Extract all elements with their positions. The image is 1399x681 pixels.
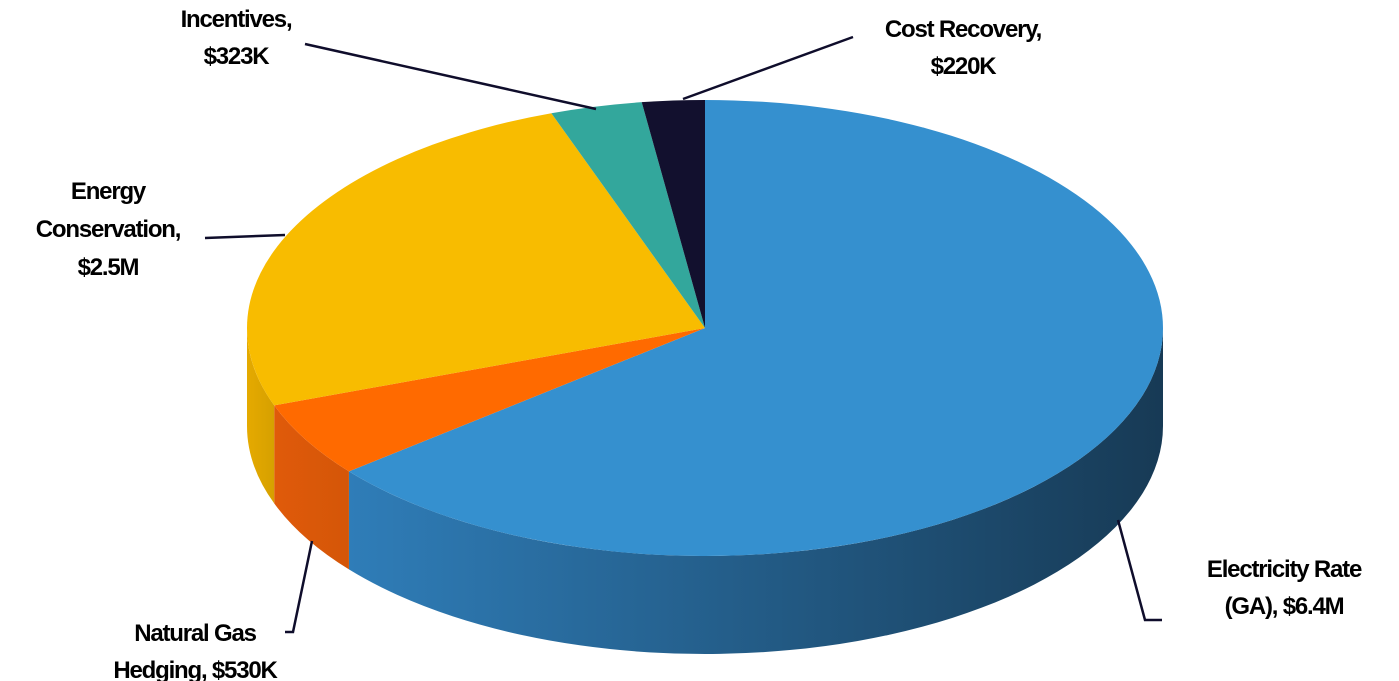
data-label-electricity-rate-ga: Electricity Rate (GA), $6.4M: [1207, 556, 1362, 620]
data-label-cost-recovery: Cost Recovery, $220K: [885, 16, 1042, 80]
data-label-energy-conservation: Energy Conservation, $2.5M: [36, 178, 181, 281]
leader-line-natural-gas-hedging: [285, 540, 314, 634]
data-label-line: Cost Recovery,: [885, 16, 1042, 43]
data-label-line: Natural Gas: [134, 620, 256, 647]
data-label-natural-gas-hedging: Natural Gas Hedging, $530K: [113, 620, 278, 681]
slice-side-energy-conservation: [247, 328, 275, 504]
data-label-line: $323K: [204, 43, 271, 70]
data-label-line: $220K: [931, 53, 998, 80]
leader-line-cost-recovery: [682, 35, 854, 101]
data-label-line: Energy: [71, 178, 147, 205]
data-label-line: Incentives,: [181, 6, 292, 33]
data-label-line: Conservation,: [36, 216, 181, 243]
slice-electricity-rate-ga: [348, 100, 1163, 556]
data-label-incentives: Incentives, $323K: [181, 6, 292, 70]
leader-line-electricity-rate-ga: [1116, 519, 1162, 622]
data-label-line: Electricity Rate: [1207, 556, 1362, 583]
leader-lines: [204, 35, 1162, 634]
slice-cost-recovery: [641, 100, 705, 328]
slice-incentives: [551, 102, 705, 328]
data-label-line: Hedging, $530K: [113, 657, 278, 681]
slice-energy-conservation: [247, 113, 705, 406]
slice-side-natural-gas-hedging: [274, 405, 349, 570]
leader-line-incentives: [304, 42, 597, 111]
pie-slices: [247, 100, 1163, 556]
data-labels: Electricity Rate (GA), $6.4M Natural Gas He…: [36, 6, 1363, 681]
data-label-line: (GA), $6.4M: [1225, 593, 1344, 620]
leader-line-energy-conservation: [204, 233, 286, 240]
slice-natural-gas-hedging: [274, 328, 705, 472]
pie-side-walls: [247, 328, 1163, 654]
data-label-line: $2.5M: [78, 254, 139, 281]
slice-side-electricity-rate-ga: [348, 328, 1163, 654]
